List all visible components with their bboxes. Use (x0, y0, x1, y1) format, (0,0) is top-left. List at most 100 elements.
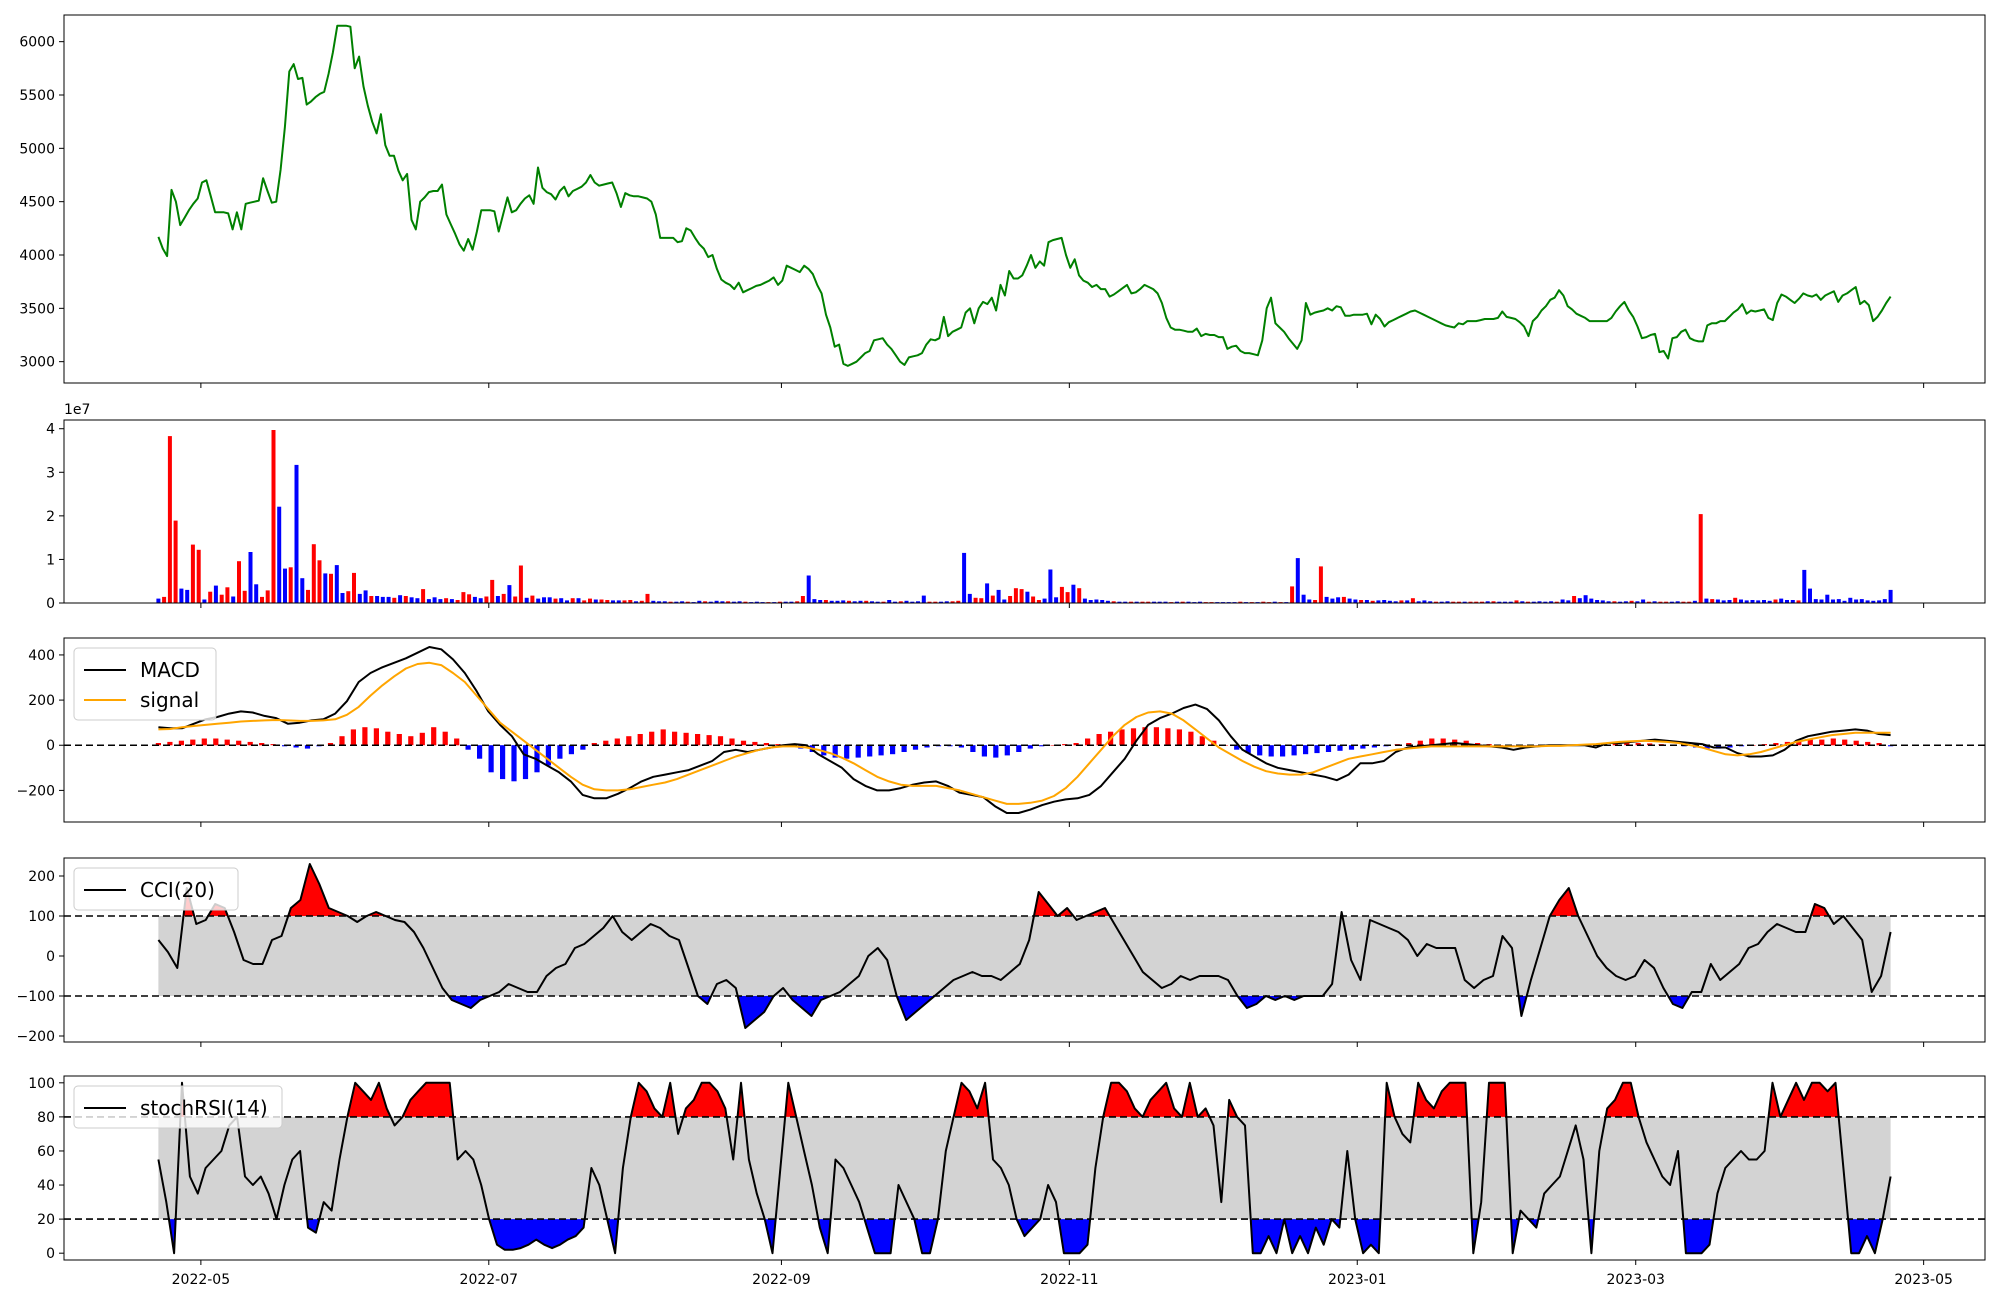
volume-bar (743, 601, 748, 603)
volume-bar (1727, 600, 1732, 603)
volume-bar (1180, 601, 1185, 603)
volume-bar (1410, 598, 1415, 603)
overbought-fill (1810, 904, 1830, 916)
macd-hist-bar (304, 745, 311, 749)
macd-hist-bar (1417, 740, 1423, 746)
volume-bar (818, 600, 823, 603)
volume-bar (254, 584, 259, 603)
volume-bar (1434, 601, 1438, 603)
volume-bar (1664, 601, 1669, 603)
volume-bar (213, 585, 218, 603)
volume-bar (898, 601, 903, 603)
volume-bar (1549, 601, 1554, 603)
volume-bar (1785, 600, 1789, 603)
volume-bar (639, 600, 644, 603)
volume-bar (1416, 601, 1421, 603)
y-tick-label: 4000 (19, 248, 55, 264)
volume-bar (1290, 586, 1295, 603)
y-tick-label: −100 (17, 989, 55, 1005)
volume-bar (346, 591, 351, 603)
x-tick-label: 2022-09 (752, 1272, 811, 1288)
macd-hist-bar (901, 745, 907, 752)
y-tick-label: −200 (17, 783, 55, 799)
macd-line (158, 646, 1891, 814)
macd-hist-bar (339, 736, 345, 746)
legend-label: MACD (140, 658, 200, 682)
y-tick-label: 0 (46, 596, 55, 612)
volume-bar (1658, 601, 1663, 603)
volume-bar (1531, 601, 1536, 603)
panel-frame (63, 1075, 1986, 1261)
volume-bar (1462, 601, 1467, 603)
macd-hist-bar (385, 731, 391, 746)
volume-bar (1756, 600, 1761, 603)
volume-bar (996, 589, 1001, 603)
macd-hist-bar (236, 740, 242, 746)
volume-bar (392, 597, 397, 603)
macd-hist-bar (1085, 738, 1091, 746)
y-tick-label: 5500 (19, 88, 55, 104)
volume-bar (386, 596, 391, 603)
signal-line (158, 661, 1891, 805)
volume-bar (680, 601, 685, 603)
oversold-fill (1016, 1219, 1041, 1237)
volume-bar (334, 565, 339, 603)
macd-hist-bar (603, 740, 609, 746)
volume-bar (265, 590, 270, 603)
macd-hist-bar (1865, 741, 1871, 746)
macd-hist-bar (1624, 742, 1630, 746)
macd-hist-bar (683, 732, 689, 746)
macd-hist-bar (1360, 745, 1366, 749)
legend-box (73, 867, 239, 911)
legend-label: CCI(20) (140, 878, 215, 902)
macd-hist-bar (362, 727, 368, 746)
macd-hist-bar (1807, 739, 1813, 746)
volume-bar (616, 600, 621, 603)
volume-bar (547, 597, 552, 603)
neutral-band (158, 916, 1891, 996)
y-tick-label: 200 (28, 869, 55, 885)
overbought-fill (630, 1082, 663, 1117)
y-tick-label: 4500 (19, 195, 55, 211)
oversold-fill (1668, 996, 1690, 1008)
volume-bar (990, 595, 995, 603)
volume-bar (1238, 601, 1243, 603)
volume-bar (1324, 596, 1329, 603)
macd-hist-bar (442, 731, 448, 746)
macd-hist-bar (350, 729, 356, 746)
macd-hist-bar (1234, 745, 1240, 750)
volume-bar (208, 591, 213, 603)
volume-bar (1146, 601, 1151, 603)
volume-bar (403, 596, 408, 603)
y-tick-label: 3000 (19, 355, 55, 371)
volume-bar (967, 593, 972, 603)
macd-hist-bar (488, 745, 494, 773)
volume-bar (1025, 591, 1030, 603)
overbought-fill (1413, 1082, 1467, 1117)
macd-hist-bar (1119, 729, 1125, 746)
volume-bar (237, 561, 241, 603)
neutral-band (158, 1116, 1891, 1220)
volume-bar (1577, 598, 1582, 603)
volume-bar (490, 579, 495, 603)
legend-box (73, 647, 217, 721)
x-axis-labels: 2022-05 2022-07 2022-09 2022-11 2023-01 2023-… (172, 1272, 1953, 1288)
macd-panel: −200 0 200 400 MACD signal (17, 637, 1986, 827)
volume-bar (1831, 599, 1835, 603)
volume-bar (875, 601, 880, 603)
volume-bar (1877, 600, 1882, 603)
macd-hist-bar (1429, 738, 1435, 746)
volume-bar (1739, 599, 1743, 603)
macd-hist-bar (1830, 738, 1836, 746)
volume-bar (1606, 601, 1611, 603)
macd-hist-bar (178, 740, 184, 746)
volume-bar (973, 597, 978, 603)
volume-bar (962, 552, 967, 603)
volume-bar (467, 594, 472, 603)
volume-bar (1762, 600, 1766, 603)
volume-bar (484, 596, 489, 603)
macd-hist-bar (408, 736, 414, 746)
volume-bar (1595, 600, 1600, 603)
volume-bar (1175, 601, 1179, 603)
volume-bar (1163, 601, 1168, 603)
